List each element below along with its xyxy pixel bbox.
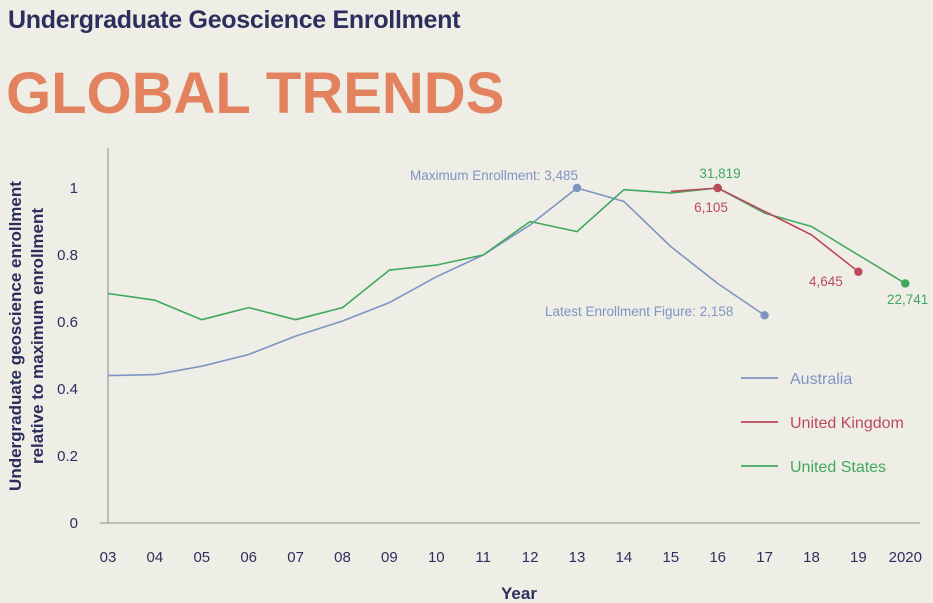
x-tick-label: 17 [756, 549, 773, 566]
x-tick-label: 19 [850, 549, 867, 566]
y-tick-label: 1 [70, 180, 78, 197]
x-tick-label: 09 [381, 549, 398, 566]
x-tick-label: 04 [147, 549, 164, 566]
x-tick-label: 06 [240, 549, 257, 566]
data-point-united-states [901, 279, 910, 288]
data-label: 4,645 [809, 274, 843, 289]
x-tick-label: 11 [475, 549, 491, 566]
y-tick-label: 0.8 [57, 247, 78, 264]
x-axis-title: Year [501, 584, 537, 603]
legend-label: Australia [790, 371, 852, 388]
x-tick-label: 07 [287, 549, 304, 566]
chart-title: GLOBAL TRENDS [6, 61, 505, 126]
x-tick-label: 15 [662, 549, 679, 566]
data-label: 6,105 [694, 200, 728, 215]
data-label: 22,741 [887, 292, 928, 307]
x-tick-label: 10 [428, 549, 445, 566]
series-line-united-kingdom [670, 187, 859, 273]
x-tick-label: 14 [616, 549, 633, 566]
data-point-australia [760, 311, 769, 320]
series-line-united-states [107, 187, 906, 321]
x-tick-label: 18 [803, 549, 820, 566]
chart-subtitle: Undergraduate Geoscience Enrollment [8, 6, 461, 34]
y-tick-label: 0 [70, 515, 78, 532]
y-tick-label: 0.4 [57, 381, 78, 398]
x-tick-label: 13 [569, 549, 586, 566]
y-tick-label: 0.2 [57, 448, 78, 465]
legend-label: United Kingdom [790, 415, 904, 432]
legend-label: United States [790, 459, 886, 476]
y-tick-label: 0.6 [57, 314, 78, 331]
x-tick-label: 16 [709, 549, 726, 566]
data-label: Latest Enrollment Figure: 2,158 [545, 304, 733, 319]
data-point-australia [572, 183, 582, 193]
series-line-australia [107, 187, 766, 377]
x-tick-label: 12 [522, 549, 539, 566]
data-point-united-kingdom [713, 183, 722, 193]
x-tick-label: 08 [334, 549, 351, 566]
data-label: 31,819 [699, 166, 740, 181]
x-tick-label: 2020 [889, 549, 922, 566]
data-point-united-kingdom [854, 267, 863, 276]
x-tick-label: 05 [193, 549, 210, 566]
y-axis-title: Undergraduate geoscience enrollment [6, 181, 25, 491]
x-tick-label: 03 [100, 549, 117, 566]
data-label: Maximum Enrollment: 3,485 [410, 168, 578, 183]
y-axis-title: relative to maximum enrollment [28, 208, 47, 464]
